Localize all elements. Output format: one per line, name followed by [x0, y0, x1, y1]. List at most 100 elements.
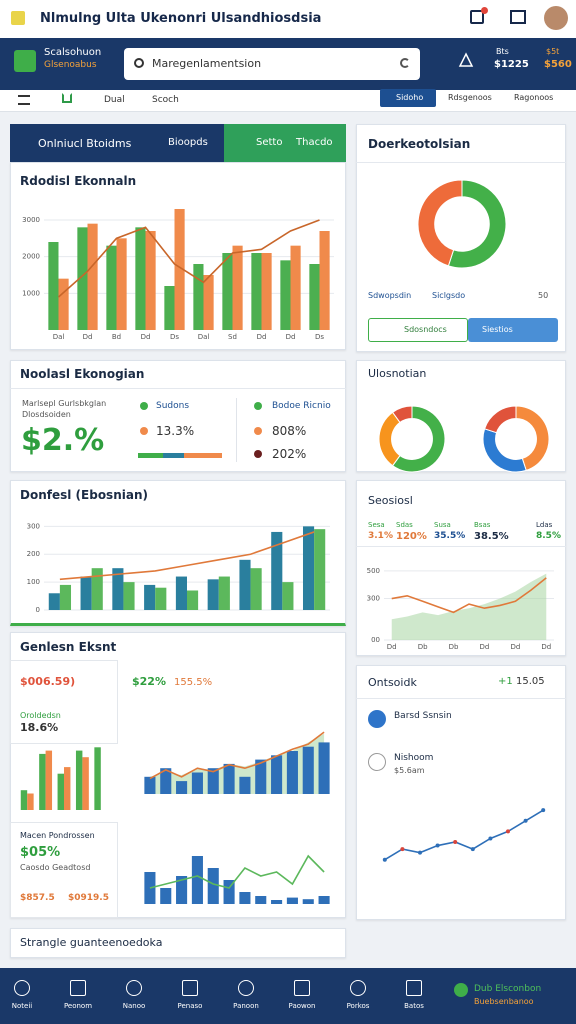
tab-active[interactable]: [224, 124, 346, 162]
count: 50: [538, 291, 549, 300]
nav-item[interactable]: Scoch: [152, 95, 179, 105]
search-box[interactable]: [124, 48, 420, 80]
point: [523, 818, 528, 823]
nav-button-label[interactable]: Sidoho: [396, 93, 424, 102]
nav-link[interactable]: Ragonoos: [514, 93, 554, 102]
bar: [45, 750, 53, 810]
small-chart: [20, 747, 101, 810]
stat-value: 38.5%: [474, 531, 509, 542]
item-icon: [368, 710, 386, 728]
y-tick-label: 3000: [22, 216, 40, 224]
nav-label[interactable]: Batos: [404, 1002, 424, 1010]
bar: [145, 231, 156, 330]
nav-label[interactable]: Nanoo: [122, 1002, 146, 1010]
avatar[interactable]: [544, 6, 568, 30]
bar: [271, 900, 283, 904]
bar: [207, 768, 219, 794]
nav-link[interactable]: Rdsgenoos: [448, 93, 492, 102]
bar: [239, 892, 251, 904]
nav-icon[interactable]: [406, 980, 422, 996]
nav-button[interactable]: [380, 89, 436, 107]
stat-label: Ldas: [536, 521, 553, 529]
home-icon[interactable]: [62, 93, 72, 103]
nav-icon[interactable]: [182, 980, 198, 996]
bar: [187, 590, 199, 610]
bar: [160, 768, 172, 794]
legend-label: Bodoe Ricnio: [272, 401, 331, 411]
bar: [174, 209, 185, 330]
notify-icon[interactable]: [470, 10, 484, 24]
search-text[interactable]: Maregenlamentsion: [152, 57, 262, 70]
bar: [77, 227, 88, 330]
bar: [106, 245, 117, 330]
nav-icon[interactable]: [70, 980, 86, 996]
bar: [75, 750, 83, 810]
y-tick-label: 2000: [22, 253, 40, 261]
refresh-icon[interactable]: [400, 58, 410, 68]
bar: [175, 576, 187, 610]
legend-dot: [254, 450, 262, 458]
y-tick-label: 500: [367, 567, 380, 575]
nav-label[interactable]: Peonom: [63, 1002, 93, 1010]
bar: [176, 781, 188, 794]
nav-icon[interactable]: [294, 980, 310, 996]
nav-label[interactable]: Panoon: [233, 1002, 259, 1010]
line: [149, 854, 325, 889]
legend-dot: [140, 427, 148, 435]
brand-logo: [14, 50, 36, 72]
bar: [302, 526, 315, 610]
nav-label[interactable]: Noteii: [11, 1002, 33, 1010]
card-title[interactable]: Strangle guanteenoedoka: [20, 936, 163, 949]
x-tick-label: Dal: [53, 333, 65, 341]
button-label[interactable]: Siestios: [482, 325, 513, 334]
stat-value: 3.1%: [368, 531, 393, 541]
point: [541, 808, 546, 813]
legend-dot: [254, 427, 262, 435]
tab[interactable]: Bioopds: [168, 137, 208, 148]
top-chart: [144, 731, 330, 794]
bar: [232, 245, 243, 330]
item-title[interactable]: Nishoom: [394, 753, 434, 763]
button[interactable]: [468, 318, 558, 342]
nav-icon[interactable]: [238, 980, 254, 996]
bar: [57, 773, 64, 810]
message-icon[interactable]: [510, 10, 526, 24]
item-title[interactable]: Barsd Ssnsin: [394, 711, 452, 721]
point: [382, 857, 387, 862]
line: [391, 577, 547, 614]
donut-segment: [417, 179, 463, 267]
line: [57, 219, 320, 298]
tab[interactable]: Thacdo: [296, 137, 333, 148]
button[interactable]: [368, 318, 468, 342]
area: [391, 573, 547, 640]
bar: [302, 899, 314, 904]
caption: Marlsepl Gurlsbkglan: [22, 399, 107, 408]
bar: [302, 746, 314, 794]
stat-value: 35.5%: [434, 531, 466, 541]
nav-icon[interactable]: [350, 980, 366, 996]
y-tick-label: 00: [371, 636, 380, 644]
line: [384, 809, 544, 861]
bar: [239, 559, 251, 610]
button-label[interactable]: Sdosndocs: [404, 325, 447, 334]
x-tick-label: Sd: [228, 333, 237, 341]
alert-icon[interactable]: [458, 52, 474, 68]
nav-label[interactable]: Porkos: [346, 1002, 370, 1010]
nav-label[interactable]: Penaso: [177, 1002, 203, 1010]
value: $006.59): [20, 675, 76, 688]
stats-chart: 00 300 500 Dd Db Db Dd Dd Dd: [367, 567, 554, 651]
bar: [193, 264, 204, 330]
card-title: Ulosnotian: [368, 367, 427, 380]
bar: [218, 576, 230, 610]
nav-label[interactable]: Paowon: [288, 1002, 316, 1010]
nav-item[interactable]: Dual: [104, 95, 125, 105]
tab[interactable]: Onlniucl Btoidms: [38, 137, 132, 150]
tab[interactable]: Setto: [256, 137, 283, 148]
bar: [223, 763, 235, 794]
menu-icon[interactable]: [18, 95, 30, 105]
legend-value: 808%: [272, 424, 307, 438]
nav-icon[interactable]: [14, 980, 30, 996]
nav-icon[interactable]: [126, 980, 142, 996]
stat-label: Bts: [496, 47, 509, 56]
value: 18.6%: [20, 721, 59, 734]
